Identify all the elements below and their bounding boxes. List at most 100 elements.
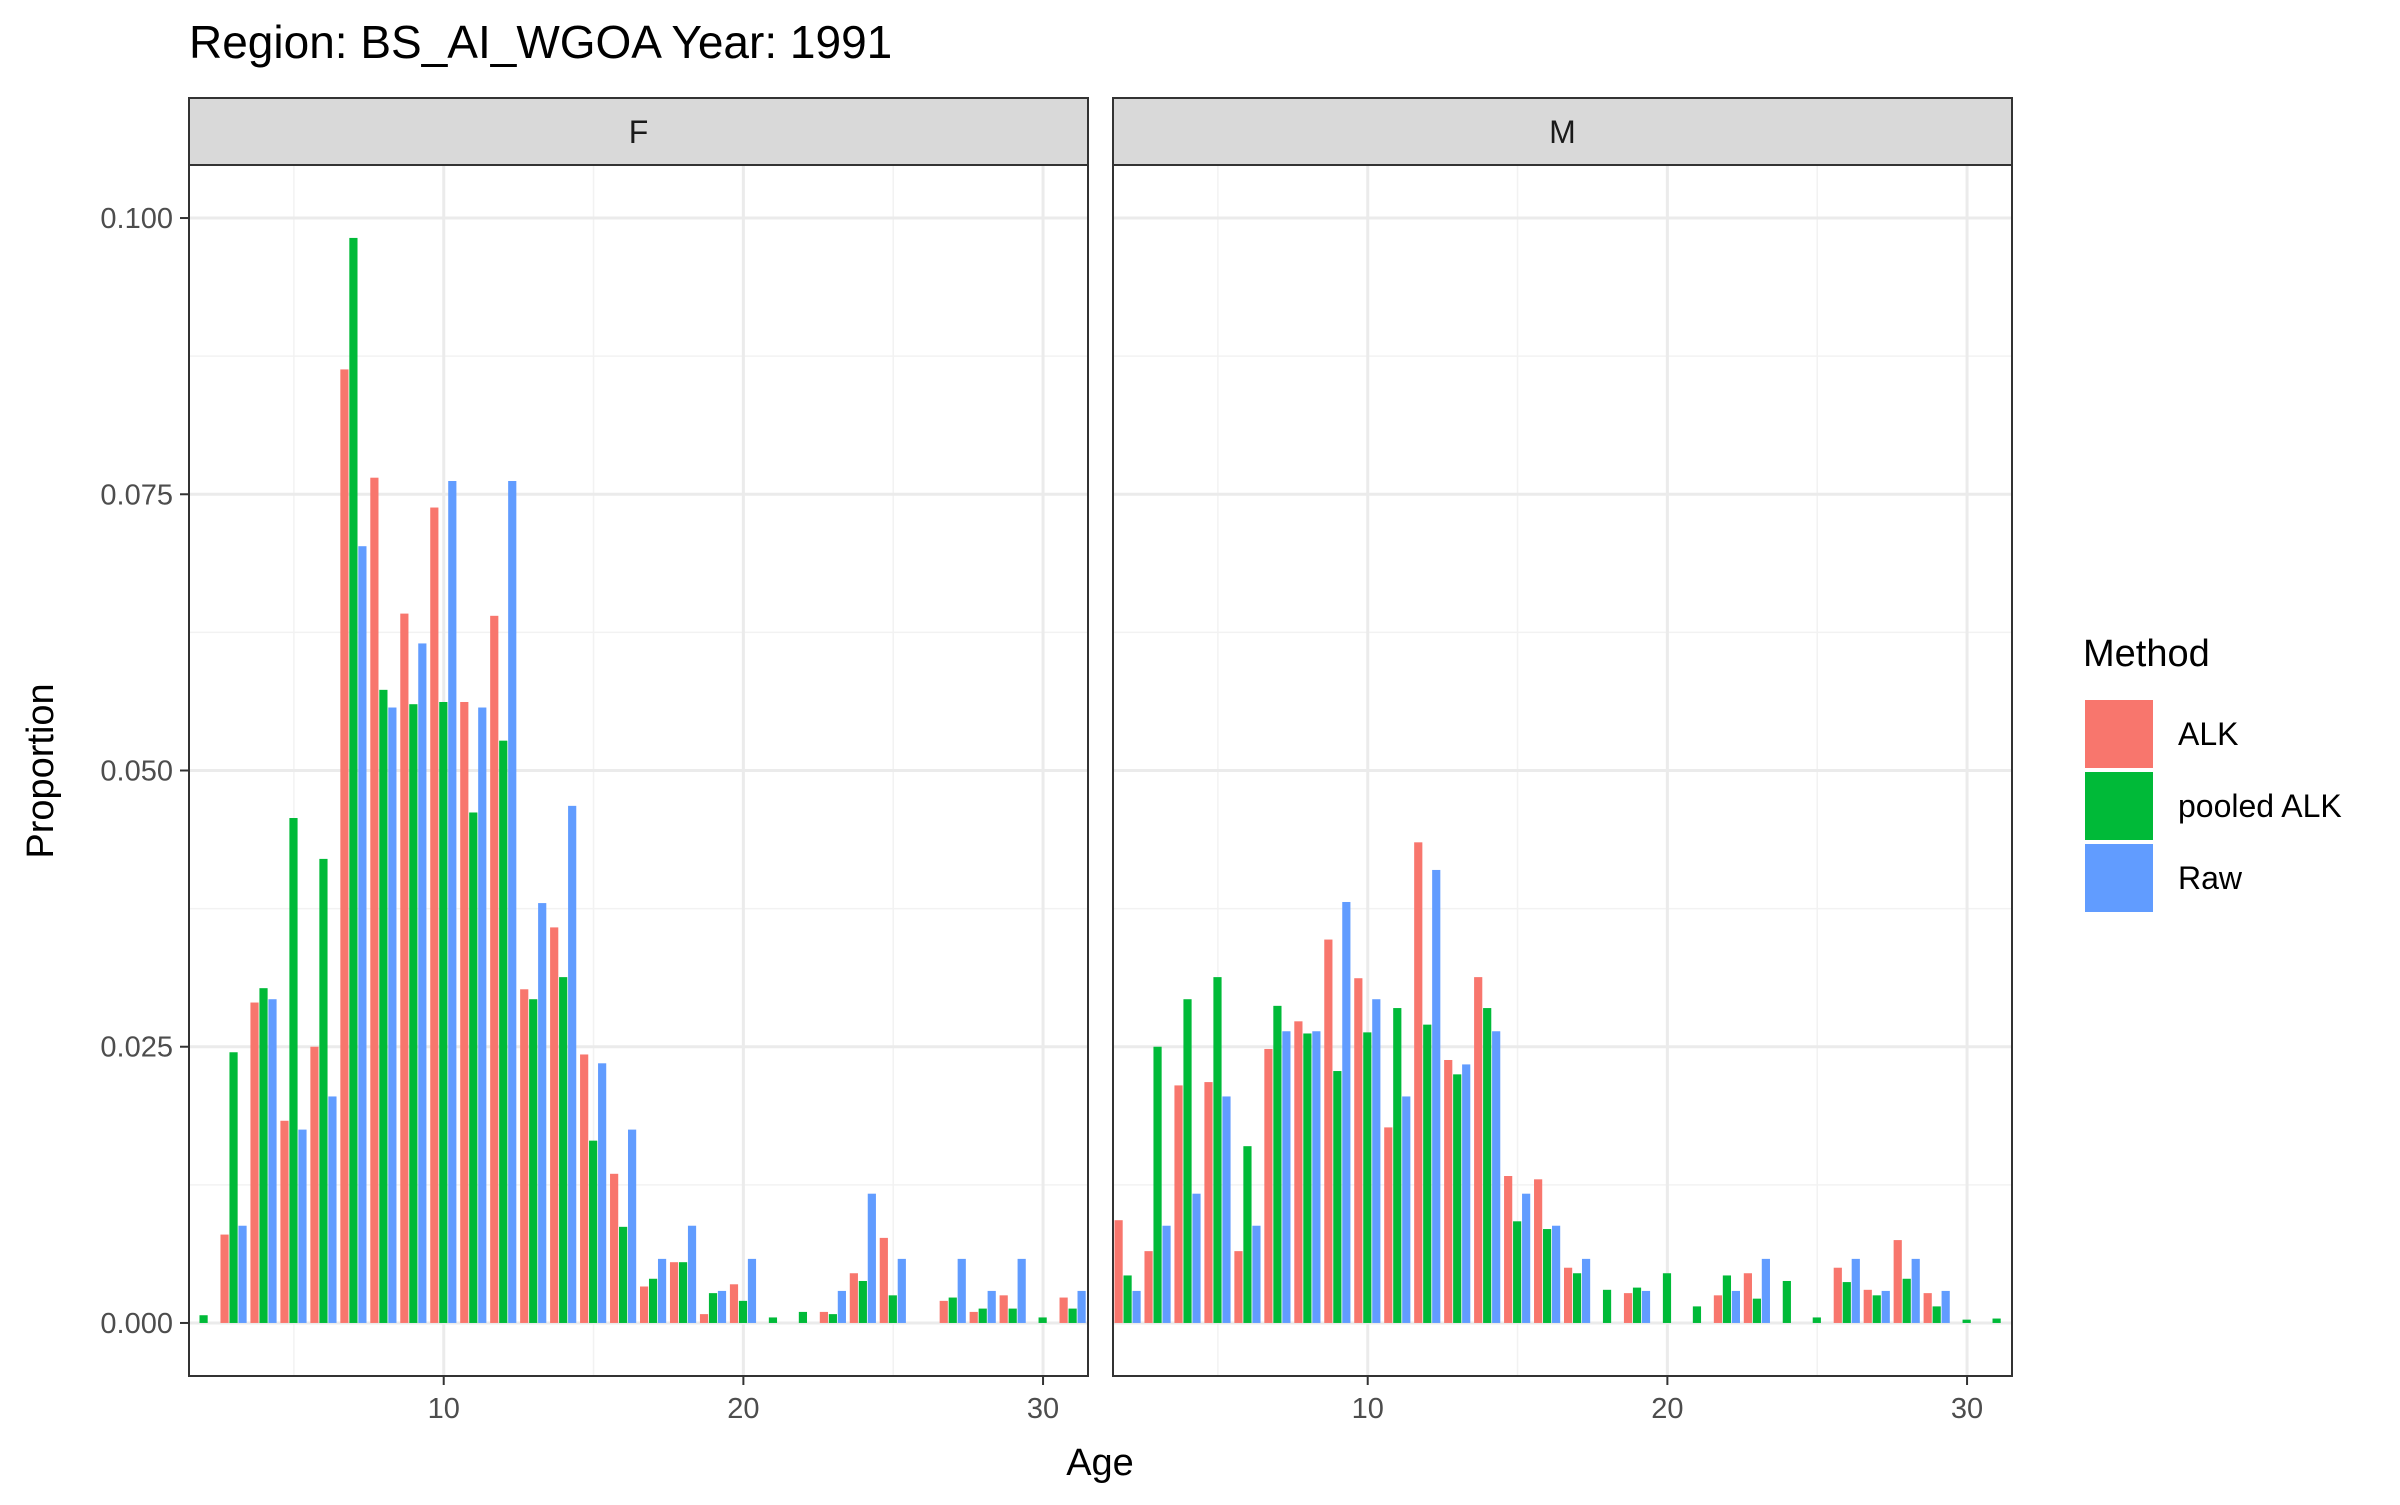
bar-pooled-alk bbox=[1962, 1319, 1971, 1323]
bar-alk bbox=[250, 1002, 259, 1323]
bar-pooled-alk bbox=[469, 812, 478, 1323]
bar-alk bbox=[1743, 1273, 1752, 1323]
bar-raw bbox=[298, 1129, 307, 1323]
bar-alk bbox=[610, 1173, 619, 1323]
bar-raw bbox=[687, 1225, 697, 1323]
x-tick-label: 30 bbox=[1951, 1393, 1983, 1425]
bar-alk bbox=[849, 1273, 858, 1323]
bar-pooled-alk bbox=[589, 1140, 598, 1323]
bar-pooled-alk bbox=[678, 1262, 688, 1323]
bar-pooled-alk bbox=[1038, 1317, 1047, 1323]
bar-raw bbox=[957, 1258, 966, 1323]
bar-pooled-alk bbox=[738, 1300, 748, 1323]
bar-raw bbox=[1641, 1290, 1651, 1323]
facet-label: M bbox=[1549, 114, 1576, 150]
bar-pooled-alk bbox=[948, 1297, 957, 1323]
bar-raw bbox=[478, 707, 487, 1323]
bar-pooled-alk bbox=[259, 988, 268, 1323]
bar-alk bbox=[1414, 842, 1423, 1323]
bar-pooled-alk bbox=[1068, 1308, 1077, 1323]
bar-alk bbox=[340, 369, 349, 1323]
bar-raw bbox=[238, 1225, 247, 1323]
legend-key bbox=[2085, 700, 2153, 768]
legend-title: Method bbox=[2083, 633, 2210, 675]
bar-raw bbox=[1192, 1193, 1201, 1323]
bar-pooled-alk bbox=[1513, 1221, 1522, 1323]
bar-pooled-alk bbox=[1632, 1287, 1642, 1323]
bar-alk bbox=[460, 701, 469, 1323]
bar-pooled-alk bbox=[499, 740, 508, 1323]
bar-pooled-alk bbox=[379, 689, 388, 1323]
bar-pooled-alk bbox=[798, 1311, 808, 1323]
bar-alk bbox=[1324, 939, 1333, 1323]
bar-raw bbox=[1552, 1225, 1561, 1323]
bar-raw bbox=[418, 643, 427, 1323]
bar-alk bbox=[1444, 1059, 1453, 1323]
bar-alk bbox=[1534, 1179, 1543, 1323]
bar-alk bbox=[220, 1234, 229, 1323]
bar-raw bbox=[1581, 1258, 1591, 1323]
bar-raw bbox=[448, 481, 457, 1323]
bar-alk bbox=[1623, 1293, 1633, 1323]
bar-raw bbox=[1911, 1258, 1920, 1323]
legend-label: ALK bbox=[2178, 716, 2238, 752]
bar-raw bbox=[657, 1258, 667, 1323]
bar-raw bbox=[1252, 1225, 1261, 1323]
bar-raw bbox=[867, 1193, 876, 1323]
bar-pooled-alk bbox=[1692, 1306, 1702, 1323]
bar-alk bbox=[1563, 1267, 1573, 1323]
bar-pooled-alk bbox=[229, 1052, 238, 1323]
bar-raw bbox=[1432, 869, 1441, 1323]
bar-pooled-alk bbox=[648, 1278, 658, 1323]
bar-pooled-alk bbox=[439, 701, 448, 1323]
bar-raw bbox=[1162, 1225, 1171, 1323]
bar-pooled-alk bbox=[1393, 1008, 1402, 1323]
facet-strip bbox=[188, 97, 1089, 166]
bar-raw bbox=[538, 903, 547, 1323]
x-tick-label: 10 bbox=[428, 1393, 460, 1425]
panel-M: M 10 20 30 bbox=[1112, 97, 2013, 1425]
bar-pooled-alk bbox=[1602, 1289, 1612, 1323]
bar-raw bbox=[388, 707, 397, 1323]
bar-alk bbox=[819, 1311, 828, 1323]
y-tick-label: 0.075 bbox=[100, 479, 173, 511]
bar-pooled-alk bbox=[619, 1226, 628, 1323]
bar-raw bbox=[268, 999, 277, 1323]
bar-pooled-alk bbox=[1812, 1317, 1821, 1323]
bar-alk bbox=[1863, 1289, 1872, 1323]
legend-key bbox=[2085, 772, 2153, 840]
y-tick-label: 0.025 bbox=[100, 1032, 173, 1064]
bar-raw bbox=[1941, 1290, 1950, 1323]
bar-pooled-alk bbox=[1273, 1005, 1282, 1323]
bar-alk bbox=[430, 507, 439, 1323]
legend-label: Raw bbox=[2178, 860, 2243, 896]
bar-alk bbox=[1264, 1048, 1273, 1323]
bar-alk bbox=[1923, 1293, 1932, 1323]
bar-pooled-alk bbox=[1662, 1273, 1672, 1323]
bar-alk bbox=[550, 927, 559, 1323]
bar-pooled-alk bbox=[1543, 1229, 1552, 1323]
bar-raw bbox=[1372, 999, 1381, 1323]
bar-alk bbox=[580, 1054, 589, 1323]
x-axis-title: Age bbox=[1066, 1442, 1134, 1484]
bar-pooled-alk bbox=[1782, 1280, 1791, 1323]
bar-alk bbox=[1144, 1251, 1153, 1323]
bar-raw bbox=[1282, 1031, 1291, 1323]
bar-alk bbox=[370, 477, 379, 1323]
bar-raw bbox=[1881, 1290, 1890, 1323]
bar-pooled-alk bbox=[559, 977, 568, 1323]
bar-pooled-alk bbox=[349, 237, 358, 1323]
chart-title: Region: BS_AI_WGOA Year: 1991 bbox=[189, 16, 892, 68]
legend-key bbox=[2085, 844, 2153, 912]
bar-alk bbox=[1893, 1240, 1902, 1323]
y-tick-label: 0.050 bbox=[100, 756, 173, 788]
bar-pooled-alk bbox=[1183, 999, 1192, 1323]
bar-pooled-alk bbox=[1872, 1295, 1881, 1323]
bar-pooled-alk bbox=[1483, 1008, 1492, 1323]
bar-alk bbox=[639, 1286, 649, 1323]
bar-raw bbox=[1312, 1031, 1321, 1323]
bar-alk bbox=[1833, 1267, 1842, 1323]
bar-pooled-alk bbox=[978, 1308, 987, 1323]
